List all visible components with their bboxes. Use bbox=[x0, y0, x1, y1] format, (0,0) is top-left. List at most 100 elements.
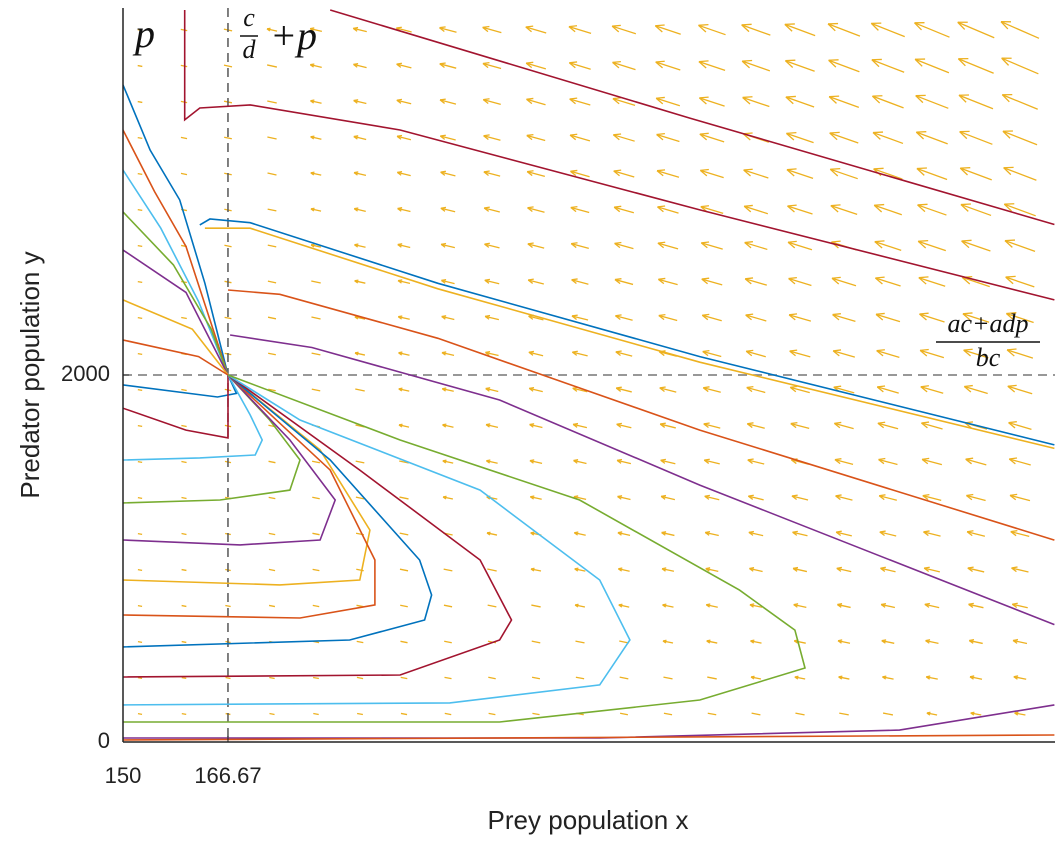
arrow-head bbox=[924, 567, 930, 568]
arrow-head bbox=[836, 495, 842, 496]
arrow-head bbox=[353, 64, 358, 65]
direction-arrow bbox=[356, 461, 365, 463]
direction-arrow bbox=[400, 641, 407, 642]
arrow-head bbox=[874, 168, 884, 169]
direction-arrow bbox=[312, 533, 319, 534]
arrow-head bbox=[1006, 276, 1016, 277]
arrow-head bbox=[529, 351, 534, 352]
direction-arrow bbox=[399, 497, 408, 499]
direction-arrow bbox=[872, 96, 903, 108]
arrow-head bbox=[920, 349, 929, 350]
direction-arrow bbox=[960, 132, 993, 145]
arrow-head bbox=[660, 423, 666, 424]
arrow-head bbox=[617, 460, 622, 461]
direction-arrow bbox=[743, 97, 770, 106]
arrow-head bbox=[442, 388, 446, 389]
arrow-head bbox=[616, 387, 622, 388]
arrow-head bbox=[354, 100, 359, 101]
direction-arrow bbox=[883, 713, 893, 715]
direction-arrow bbox=[268, 173, 277, 175]
arrow-head bbox=[528, 243, 534, 244]
arrow-head bbox=[701, 206, 709, 207]
direction-arrow bbox=[138, 714, 142, 715]
arrow-head bbox=[485, 316, 490, 317]
arrow-head bbox=[743, 97, 753, 98]
arrow-head bbox=[526, 26, 533, 27]
direction-arrow bbox=[873, 133, 903, 144]
arrow-head bbox=[656, 97, 665, 98]
arrow-head bbox=[971, 712, 975, 713]
arrow-head bbox=[793, 568, 798, 569]
y-tick-label: 0 bbox=[98, 728, 110, 753]
arrow-head bbox=[882, 640, 886, 641]
direction-arrow bbox=[312, 461, 320, 463]
arrow-head bbox=[398, 208, 403, 209]
arrow-head bbox=[707, 640, 711, 641]
arrow-head bbox=[879, 459, 886, 460]
arrow-head bbox=[747, 387, 754, 388]
direction-arrow bbox=[181, 462, 186, 463]
arrow-head bbox=[877, 350, 885, 351]
arrow-head bbox=[791, 423, 798, 424]
y-tick-label: 2000 bbox=[61, 361, 110, 386]
direction-arrow bbox=[138, 102, 143, 103]
arrow-head bbox=[1014, 676, 1018, 677]
direction-arrow bbox=[915, 59, 949, 72]
direction-arrow bbox=[664, 713, 672, 715]
direction-arrow bbox=[355, 389, 364, 391]
arrow-head bbox=[440, 99, 446, 100]
direction-arrow bbox=[268, 353, 276, 355]
direction-arrow bbox=[401, 677, 408, 678]
direction-arrow bbox=[1004, 168, 1037, 181]
arrow-head bbox=[925, 603, 930, 604]
direction-arrow bbox=[871, 23, 904, 36]
trajectory bbox=[123, 212, 228, 375]
direction-arrow bbox=[874, 169, 903, 179]
denominator: d bbox=[243, 35, 257, 64]
arrow-head bbox=[748, 495, 753, 496]
direction-arrow bbox=[916, 96, 949, 109]
arrow-head bbox=[698, 25, 708, 26]
arrow-head bbox=[570, 170, 577, 171]
arrow-head bbox=[484, 243, 489, 244]
arrow-head bbox=[398, 280, 402, 281]
direction-arrow bbox=[1002, 95, 1037, 110]
arrow-head bbox=[657, 206, 665, 207]
arrow-head bbox=[572, 279, 578, 280]
arrow-head bbox=[486, 388, 490, 389]
arrow-head bbox=[399, 388, 403, 389]
direction-arrow bbox=[312, 497, 319, 498]
arrow-head bbox=[967, 531, 973, 532]
arrow-head bbox=[834, 386, 841, 387]
denominator: bc bbox=[976, 343, 1001, 372]
direction-arrow bbox=[182, 570, 187, 571]
arrow-head bbox=[923, 495, 930, 496]
arrow-head bbox=[442, 352, 446, 353]
direction-arrow bbox=[224, 245, 231, 246]
direction-arrow bbox=[311, 281, 320, 283]
arrow-head bbox=[310, 64, 314, 65]
direction-arrow bbox=[138, 570, 142, 571]
direction-arrow bbox=[829, 60, 860, 72]
arrow-head bbox=[397, 172, 402, 173]
arrow-head bbox=[700, 133, 709, 134]
arrow-head bbox=[441, 171, 446, 172]
arrow-head bbox=[964, 349, 973, 350]
direction-arrow bbox=[742, 25, 771, 35]
direction-arrow bbox=[357, 713, 363, 714]
arrow-head bbox=[919, 277, 929, 278]
arrow-head bbox=[742, 61, 752, 62]
x-axis-title: Prey population x bbox=[488, 805, 689, 835]
arrow-head bbox=[310, 100, 314, 101]
arrow-head bbox=[441, 244, 446, 245]
arrow-head bbox=[398, 244, 402, 245]
arrow-head bbox=[751, 676, 754, 677]
trajectory bbox=[123, 375, 432, 647]
arrow-head bbox=[617, 423, 622, 424]
arrow-head bbox=[659, 315, 666, 316]
arrow-head bbox=[1009, 458, 1017, 459]
arrow-head bbox=[966, 458, 973, 459]
direction-arrow bbox=[312, 389, 320, 391]
arrow-head bbox=[748, 459, 754, 460]
annotation-predator-threshold: ac+adp bc bbox=[936, 309, 1040, 372]
